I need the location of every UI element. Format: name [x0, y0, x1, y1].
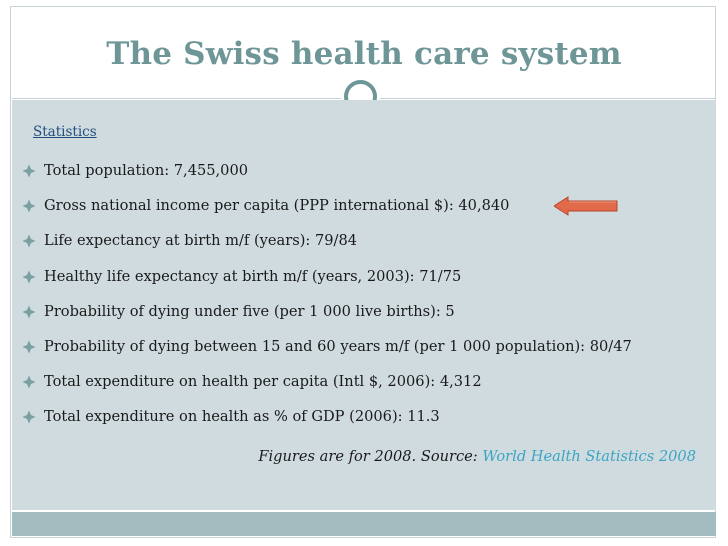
diamond-bullet-icon	[22, 164, 36, 178]
source-prefix: Figures are for 2008. Source:	[258, 448, 483, 465]
diamond-bullet-icon	[22, 375, 36, 389]
diamond-bullet-icon	[22, 234, 36, 248]
list-item: Total expenditure on health per capita (…	[22, 371, 632, 406]
content-panel: Statistics Total population: 7,455,000 G…	[12, 100, 716, 510]
list-item: Total population: 7,455,000	[22, 160, 632, 195]
list-item: Life expectancy at birth m/f (years): 79…	[22, 230, 632, 265]
list-item: Total expenditure on health as % of GDP …	[22, 406, 632, 441]
bullet-text: Gross national income per capita (PPP in…	[44, 197, 510, 215]
diamond-bullet-icon	[22, 199, 36, 213]
source-note: Figures are for 2008. Source: World Heal…	[258, 448, 696, 465]
bullet-text: Probability of dying between 15 and 60 y…	[44, 337, 632, 355]
diamond-bullet-icon	[22, 305, 36, 319]
bottom-band	[12, 512, 716, 536]
list-item: Healthy life expectancy at birth m/f (ye…	[22, 266, 632, 301]
diamond-bullet-icon	[22, 410, 36, 424]
bullet-text: Probability of dying under five (per 1 0…	[44, 302, 455, 320]
bullet-text: Total expenditure on health per capita (…	[44, 373, 482, 391]
diamond-bullet-icon	[22, 340, 36, 354]
slide-title: The Swiss health care system	[106, 36, 622, 72]
statistics-link[interactable]: Statistics	[33, 124, 97, 140]
diamond-bullet-icon	[22, 270, 36, 284]
left-arrow-icon	[554, 196, 618, 216]
bullet-text: Life expectancy at birth m/f (years): 79…	[44, 232, 358, 250]
bullet-text: Total expenditure on health as % of GDP …	[44, 408, 440, 426]
list-item: Probability of dying under five (per 1 0…	[22, 301, 632, 336]
statistics-list: Total population: 7,455,000 Gross nation…	[22, 160, 632, 442]
bullet-text: Total population: 7,455,000	[44, 162, 249, 179]
list-item: Gross national income per capita (PPP in…	[22, 195, 632, 230]
source-link[interactable]: World Health Statistics 2008	[482, 448, 696, 465]
list-item: Probability of dying between 15 and 60 y…	[22, 336, 632, 371]
bullet-text: Healthy life expectancy at birth m/f (ye…	[44, 267, 462, 285]
